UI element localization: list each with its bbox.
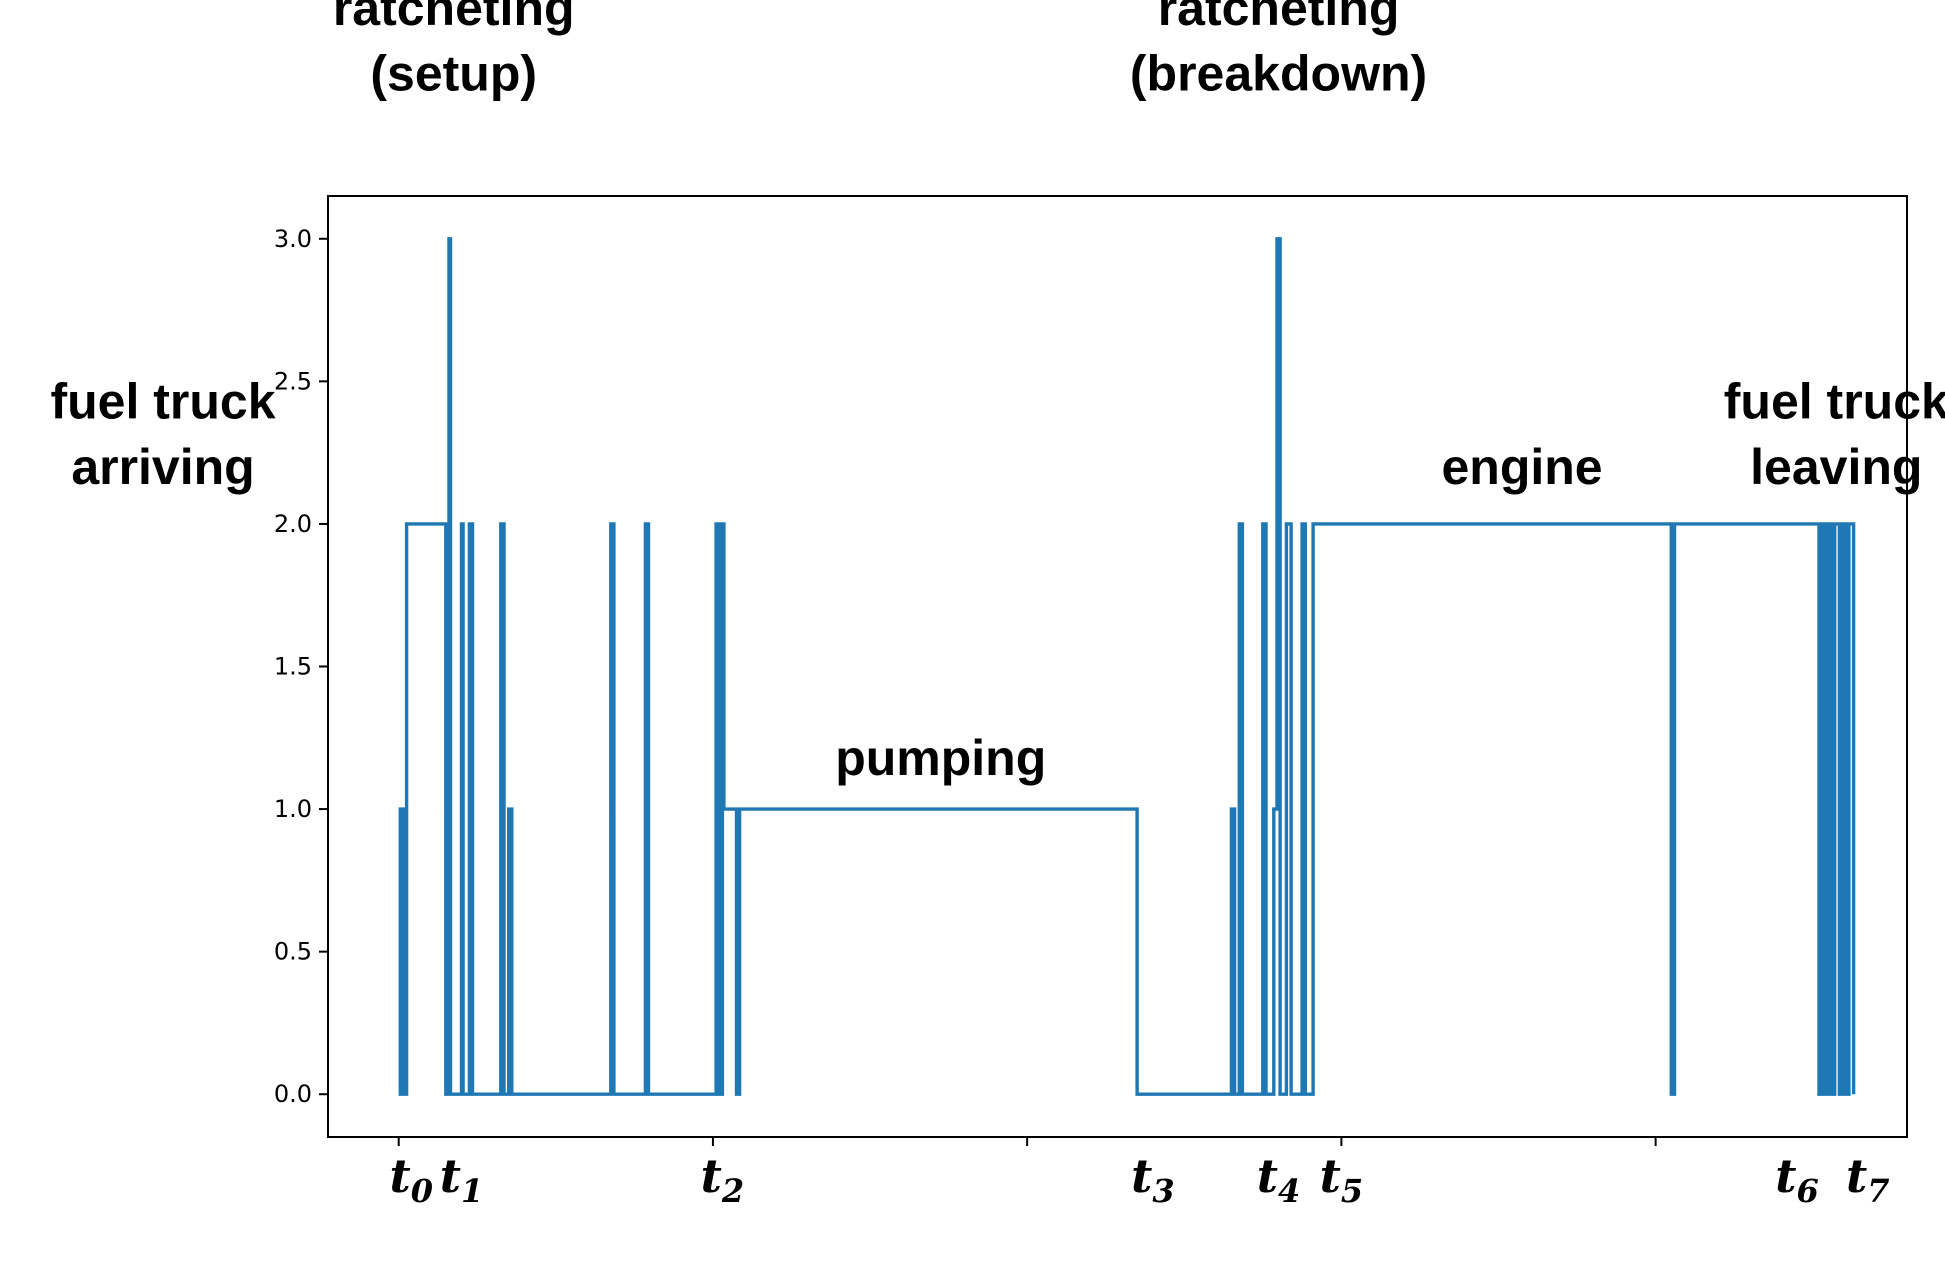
x-tick-label-base: t [1131,1149,1152,1203]
x-tick-labels: t0 t1 t2 t3 t4 t5 t6 t7 [390,1149,1890,1210]
x-tick-label: t3 [1131,1149,1175,1210]
x-tick-label: t2 [701,1149,745,1210]
x-tick-label-base: t [701,1149,722,1203]
x-tick-label: t1 [440,1149,484,1210]
x-tick-label-subscript: 0 [411,1172,433,1210]
annotation-label: leaving [1750,439,1922,495]
annotation-label: fuel truck [1724,373,1945,429]
x-tick-label-base: t [390,1149,411,1203]
plot-frame [327,195,1908,1138]
annotation-label: (setup) [370,45,537,101]
x-tick-label: t0 [390,1149,434,1210]
annotation-label: engine [1441,439,1602,495]
y-tick-label: 0.0 [274,1080,312,1108]
annotation-label: arriving [71,439,254,495]
annotation-label: (breakdown) [1130,45,1427,101]
x-tick-label-subscript: 5 [1341,1172,1363,1210]
x-tick-label-base: t [440,1149,461,1203]
x-tick-label-subscript: 3 [1152,1172,1174,1210]
x-tick-label: t5 [1320,1149,1364,1210]
x-tick-label: t4 [1257,1149,1301,1210]
x-axis-ticks [397,1137,1657,1146]
x-tick-label-subscript: 1 [461,1172,483,1210]
annotation-label: fuel truck [50,373,275,429]
y-tick-label: 2.0 [274,510,312,538]
y-tick-label: 3.0 [274,225,312,253]
annotations: ratcheting (setup) ratcheting (breakdown) fu… [50,0,1945,786]
x-tick-label: t7 [1846,1149,1890,1210]
annotation-label: ratcheting [1158,0,1400,36]
x-tick-label: t6 [1775,1149,1819,1210]
series-layer [398,237,1856,1096]
x-tick-label-subscript: 6 [1797,1172,1819,1210]
annotation-label: ratcheting [333,0,575,36]
x-tick-label-base: t [1846,1149,1867,1203]
y-axis-ticks: 0.0 0.5 1.0 1.5 2.0 2.5 3.0 [274,225,328,1108]
y-tick-label: 1.5 [274,653,312,681]
annotation-label: pumping [835,730,1046,786]
y-tick-label: 2.5 [274,367,312,395]
y-tick-label: 0.5 [274,938,312,966]
series-line [398,237,1856,1096]
y-tick-label: 1.0 [274,795,312,823]
x-tick-label-subscript: 2 [721,1172,744,1210]
x-tick-label-subscript: 7 [1867,1172,1889,1210]
x-tick-label-base: t [1775,1149,1796,1203]
x-tick-label-base: t [1257,1149,1278,1203]
x-tick-label-base: t [1320,1149,1341,1203]
x-tick-label-subscript: 4 [1278,1172,1300,1210]
